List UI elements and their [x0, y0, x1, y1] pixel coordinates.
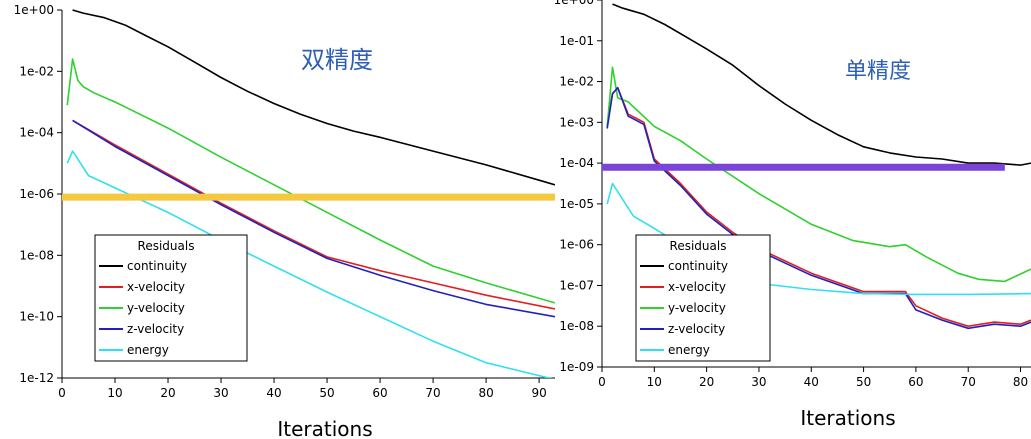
- series-line-continuity: [612, 3, 1031, 166]
- legend-box: [94, 234, 248, 362]
- legend: Residuals continuity x-velocity y-velocity z…: [635, 234, 771, 362]
- legend-label-x-velocity: x-velocity: [127, 280, 185, 294]
- plot-area: [66, 9, 555, 378]
- x-tick-label: 40: [804, 375, 819, 389]
- y-tick-label: 1e+00: [554, 0, 594, 7]
- y-tick-label: 1e-09: [559, 360, 594, 374]
- y-tick-label: 1e-05: [559, 197, 594, 211]
- x-tick-label: 0: [598, 375, 606, 389]
- y-tick-label: 1e+00: [14, 3, 54, 17]
- series-line-continuity: [72, 9, 555, 186]
- legend-title: Residuals: [670, 239, 727, 253]
- x-tick-label: 20: [160, 386, 175, 400]
- legend-label-continuity: continuity: [127, 259, 187, 273]
- x-tick-label: 40: [266, 386, 281, 400]
- x-tick-label: 60: [372, 386, 387, 400]
- legend-label-energy: energy: [668, 343, 710, 357]
- y-tick-label: 1e-04: [559, 156, 594, 170]
- chart-title: 双精度: [301, 46, 373, 74]
- x-tick-label: 80: [1013, 375, 1028, 389]
- legend-label-y-velocity: y-velocity: [127, 301, 185, 315]
- y-tick-label: 1e-01: [559, 34, 594, 48]
- y-tick-label: 1e-10: [19, 310, 54, 324]
- double-precision-chart: 1e-12 1e-10 1e-08 1e-06 1e-04 1e-02 1e+00 0 10 20…: [14, 3, 555, 439]
- y-tick-label: 1e-03: [559, 115, 594, 129]
- x-tick-label: 10: [647, 375, 662, 389]
- x-tick-label: 50: [856, 375, 871, 389]
- legend-label-z-velocity: z-velocity: [127, 322, 184, 336]
- series-line-z-velocity: [72, 119, 555, 318]
- x-axis-title: Iterations: [277, 417, 372, 439]
- x-tick-label: 0: [58, 386, 66, 400]
- legend: Residuals continuity x-velocity y-velocity z…: [94, 234, 248, 362]
- x-tick-label: 70: [961, 375, 976, 389]
- y-tick-label: 1e-02: [559, 75, 594, 89]
- legend-title: Residuals: [138, 239, 195, 253]
- x-tick-label: 80: [478, 386, 493, 400]
- y-tick-label: 1e-08: [559, 319, 594, 333]
- x-tick-label: 30: [213, 386, 228, 400]
- y-tick-label: 1e-02: [19, 64, 54, 78]
- legend-label-continuity: continuity: [668, 259, 728, 273]
- single-precision-chart: 1e-09 1e-08 1e-07 1e-06 1e-05 1e-04 1e-03 1e-02…: [554, 0, 1031, 430]
- chart-title: 单精度: [845, 59, 911, 84]
- x-tick-label: 50: [319, 386, 334, 400]
- legend-label-z-velocity: z-velocity: [668, 322, 725, 336]
- series-line-y-velocity: [66, 58, 555, 304]
- x-tick-label: 30: [751, 375, 766, 389]
- legend-label-y-velocity: y-velocity: [668, 301, 726, 315]
- y-tick-label: 1e-07: [559, 278, 594, 292]
- x-axis-title: Iterations: [800, 406, 895, 430]
- y-tick-label: 1e-12: [19, 371, 54, 385]
- x-tick-label: 10: [107, 386, 122, 400]
- legend-box: [635, 234, 771, 362]
- series-line-x-velocity: [72, 119, 555, 310]
- x-tick-label: 20: [699, 375, 714, 389]
- legend-label-x-velocity: x-velocity: [668, 280, 726, 294]
- series-line-y-velocity: [606, 66, 1031, 283]
- y-tick-label: 1e-06: [19, 187, 54, 201]
- x-tick-label: 60: [908, 375, 923, 389]
- y-tick-label: 1e-06: [559, 238, 594, 252]
- x-tick-label: 70: [425, 386, 440, 400]
- y-tick-label: 1e-04: [19, 126, 54, 140]
- x-tick-label: 90: [531, 386, 546, 400]
- y-tick-label: 1e-08: [19, 248, 54, 262]
- legend-label-energy: energy: [127, 343, 169, 357]
